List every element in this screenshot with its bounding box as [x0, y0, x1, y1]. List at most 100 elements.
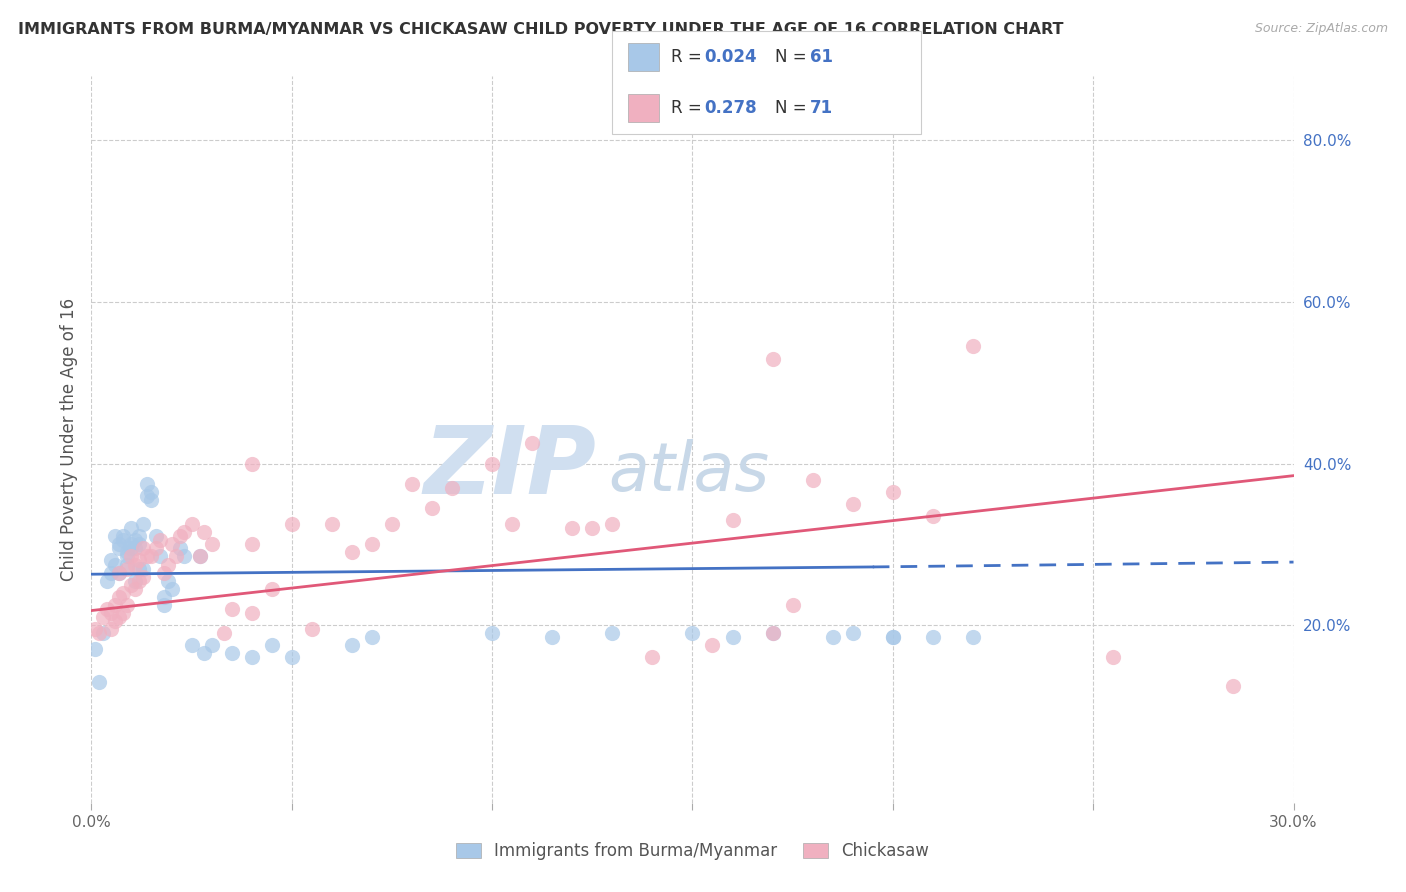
Point — [201, 537, 224, 551]
Point — [117, 549, 139, 564]
Point — [104, 558, 127, 572]
Point — [180, 517, 202, 532]
Point — [281, 517, 304, 532]
Point — [201, 638, 224, 652]
Point — [128, 574, 150, 588]
Text: 0.278: 0.278 — [704, 99, 756, 117]
Point — [821, 630, 844, 644]
Point — [132, 569, 155, 583]
Point — [193, 646, 215, 660]
Text: atlas: atlas — [609, 439, 769, 505]
Point — [721, 630, 744, 644]
Point — [841, 626, 863, 640]
Point — [152, 598, 174, 612]
Point — [141, 549, 163, 564]
Point — [100, 553, 122, 567]
Point — [108, 566, 131, 580]
Point — [136, 549, 159, 564]
Point — [104, 598, 127, 612]
Text: 0.024: 0.024 — [704, 48, 756, 66]
Text: IMMIGRANTS FROM BURMA/MYANMAR VS CHICKASAW CHILD POVERTY UNDER THE AGE OF 16 COR: IMMIGRANTS FROM BURMA/MYANMAR VS CHICKAS… — [18, 22, 1064, 37]
Point — [240, 457, 263, 471]
Point — [221, 646, 243, 660]
Text: 71: 71 — [810, 99, 832, 117]
Point — [145, 529, 167, 543]
Point — [89, 674, 111, 689]
Point — [561, 521, 583, 535]
Text: N =: N = — [775, 99, 811, 117]
Point — [360, 630, 382, 644]
Point — [602, 517, 624, 532]
Legend: Immigrants from Burma/Myanmar, Chickasaw: Immigrants from Burma/Myanmar, Chickasaw — [450, 836, 935, 867]
Point — [121, 537, 143, 551]
Point — [104, 614, 127, 628]
Point — [160, 582, 183, 596]
Point — [124, 541, 146, 556]
Point — [188, 549, 211, 564]
Point — [132, 517, 155, 532]
Point — [962, 630, 984, 644]
Point — [240, 606, 263, 620]
Point — [128, 553, 150, 567]
Point — [882, 630, 904, 644]
Point — [240, 537, 263, 551]
Point — [1222, 679, 1244, 693]
Point — [132, 541, 155, 556]
Point — [165, 549, 187, 564]
Text: R =: R = — [671, 99, 707, 117]
Point — [381, 517, 404, 532]
Point — [260, 638, 283, 652]
Point — [321, 517, 343, 532]
Text: R =: R = — [671, 48, 707, 66]
Point — [762, 626, 785, 640]
Point — [260, 582, 283, 596]
Point — [112, 586, 135, 600]
Point — [108, 537, 131, 551]
Point — [124, 533, 146, 548]
Point — [962, 339, 984, 353]
Point — [128, 561, 150, 575]
Point — [420, 500, 443, 515]
Point — [281, 650, 304, 665]
Point — [84, 642, 107, 657]
Point — [721, 513, 744, 527]
Point — [301, 622, 323, 636]
Point — [1102, 650, 1125, 665]
Text: N =: N = — [775, 48, 811, 66]
Point — [104, 529, 127, 543]
Point — [89, 626, 111, 640]
Point — [148, 549, 170, 564]
Point — [112, 529, 135, 543]
Point — [212, 626, 235, 640]
Point — [152, 590, 174, 604]
Point — [481, 626, 503, 640]
Point — [922, 630, 945, 644]
Point — [108, 590, 131, 604]
Point — [156, 574, 179, 588]
Point — [96, 574, 118, 588]
Point — [160, 537, 183, 551]
Point — [501, 517, 523, 532]
Point — [152, 566, 174, 580]
Point — [108, 566, 131, 580]
Point — [136, 489, 159, 503]
Point — [440, 481, 463, 495]
Point — [93, 626, 115, 640]
Point — [602, 626, 624, 640]
Point — [173, 525, 195, 540]
Point — [117, 558, 139, 572]
Text: 61: 61 — [810, 48, 832, 66]
Point — [148, 533, 170, 548]
Point — [117, 561, 139, 575]
Point — [124, 558, 146, 572]
Point — [156, 558, 179, 572]
Point — [922, 509, 945, 524]
Point — [340, 638, 363, 652]
Point — [782, 598, 804, 612]
Point — [481, 457, 503, 471]
Point — [112, 606, 135, 620]
Point — [173, 549, 195, 564]
Point — [124, 574, 146, 588]
Point — [762, 351, 785, 366]
Point — [180, 638, 202, 652]
